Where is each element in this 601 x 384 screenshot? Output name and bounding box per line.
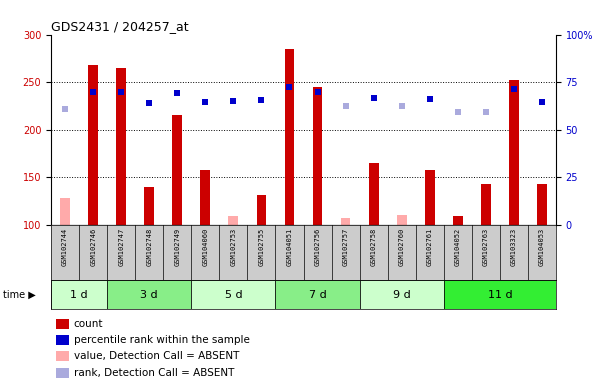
Text: count: count <box>74 319 103 329</box>
Text: GSM102757: GSM102757 <box>343 227 349 266</box>
Bar <box>369 163 379 225</box>
Text: GDS2431 / 204257_at: GDS2431 / 204257_at <box>51 20 189 33</box>
Text: value, Detection Call = ABSENT: value, Detection Call = ABSENT <box>74 351 239 361</box>
Bar <box>60 198 70 225</box>
Text: 3 d: 3 d <box>141 290 158 300</box>
Bar <box>56 368 69 378</box>
Text: GSM104051: GSM104051 <box>287 227 293 266</box>
Bar <box>285 49 294 225</box>
Bar <box>56 351 69 361</box>
Point <box>481 108 490 114</box>
Point <box>425 96 435 102</box>
Text: GSM104060: GSM104060 <box>203 227 209 266</box>
Bar <box>453 216 463 225</box>
Text: GSM102755: GSM102755 <box>258 227 264 266</box>
Bar <box>107 280 191 309</box>
Text: GSM102744: GSM102744 <box>62 227 68 266</box>
Point <box>369 95 379 101</box>
Bar <box>51 280 107 309</box>
Point <box>117 89 126 95</box>
Text: 7 d: 7 d <box>309 290 326 300</box>
Point <box>172 90 182 96</box>
Point <box>285 84 294 90</box>
Text: GSM102760: GSM102760 <box>398 227 404 266</box>
Bar <box>509 80 519 225</box>
Point <box>201 99 210 105</box>
Bar <box>359 280 444 309</box>
Text: GSM104053: GSM104053 <box>539 227 545 266</box>
Text: time ▶: time ▶ <box>3 290 35 300</box>
Text: GSM102746: GSM102746 <box>90 227 96 266</box>
Point <box>397 103 406 109</box>
Bar <box>117 68 126 225</box>
Text: 11 d: 11 d <box>487 290 512 300</box>
Text: GSM102748: GSM102748 <box>146 227 152 266</box>
Text: GSM102753: GSM102753 <box>230 227 236 266</box>
Text: GSM102756: GSM102756 <box>314 227 320 266</box>
Point <box>88 89 98 95</box>
Bar <box>88 65 98 225</box>
Text: GSM102747: GSM102747 <box>118 227 124 266</box>
Text: 1 d: 1 d <box>70 290 88 300</box>
Bar <box>275 280 359 309</box>
Bar <box>444 280 556 309</box>
Point <box>257 97 266 103</box>
Bar <box>191 280 275 309</box>
Point <box>341 103 350 109</box>
Bar <box>341 218 350 225</box>
Bar <box>144 187 154 225</box>
Bar <box>228 216 239 225</box>
Point <box>60 106 70 112</box>
Point <box>228 98 238 104</box>
Point <box>313 89 322 95</box>
Text: GSM102749: GSM102749 <box>174 227 180 266</box>
Text: GSM104052: GSM104052 <box>455 227 461 266</box>
Text: 9 d: 9 d <box>393 290 410 300</box>
Text: rank, Detection Call = ABSENT: rank, Detection Call = ABSENT <box>74 368 234 378</box>
Text: GSM103323: GSM103323 <box>511 227 517 266</box>
Bar <box>537 184 547 225</box>
Point <box>453 108 463 114</box>
Point <box>537 99 547 105</box>
Bar <box>257 195 266 225</box>
Text: 5 d: 5 d <box>225 290 242 300</box>
Bar <box>425 170 435 225</box>
Text: percentile rank within the sample: percentile rank within the sample <box>74 335 249 345</box>
Bar <box>172 115 182 225</box>
Point <box>144 100 154 106</box>
Point <box>509 86 519 92</box>
Text: GSM102763: GSM102763 <box>483 227 489 266</box>
Bar <box>481 184 491 225</box>
Bar <box>397 215 406 225</box>
Bar <box>313 87 323 225</box>
Text: GSM102758: GSM102758 <box>371 227 377 266</box>
Text: GSM102761: GSM102761 <box>427 227 433 266</box>
Bar <box>201 170 210 225</box>
Bar <box>56 319 69 329</box>
Bar <box>56 335 69 345</box>
